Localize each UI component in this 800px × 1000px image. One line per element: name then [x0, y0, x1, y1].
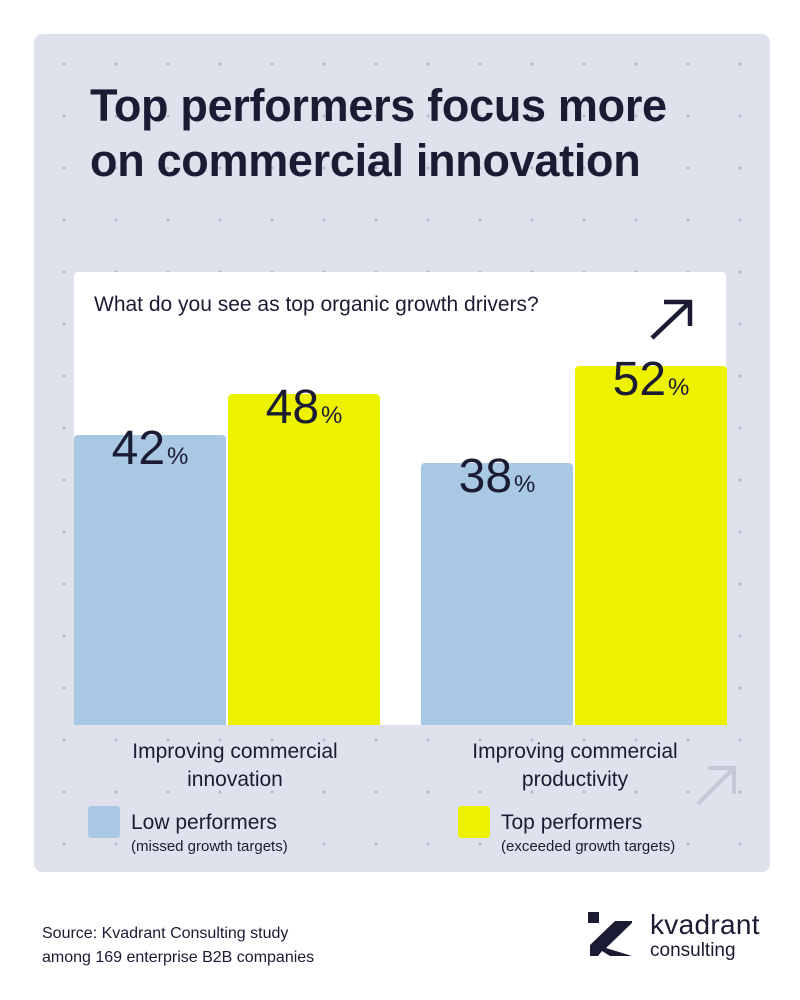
bar-value-unit: %	[167, 443, 189, 471]
source-note: Source: Kvadrant Consulting study among …	[42, 922, 314, 970]
page-title: Top performers focus more on commercial …	[90, 80, 667, 186]
bar-value-number: 42	[111, 422, 166, 476]
logo-sub: consulting	[650, 940, 736, 961]
bar-value-number: 48	[265, 380, 320, 434]
bar-value-unit: %	[514, 470, 536, 498]
chart-question: What do you see as top organic growth dr…	[94, 293, 539, 316]
legend-swatch-low	[88, 806, 120, 838]
category-label-innovation: Improving commercial innovation	[132, 740, 338, 791]
arrow-up-right-icon	[696, 766, 736, 806]
source-line-2: among 169 enterprise B2B companies	[42, 949, 315, 966]
bar-value-label: 48%	[228, 380, 380, 435]
bar-value-label: 38%	[421, 449, 573, 504]
legend-label-top: Top performers	[501, 811, 643, 834]
kvadrant-logo-icon	[588, 912, 632, 956]
legend-note-low: (missed growth targets)	[131, 838, 288, 855]
bar-value-unit: %	[321, 401, 343, 429]
bar-low-1	[74, 435, 226, 725]
source-line-1: Source: Kvadrant Consulting study	[42, 925, 289, 942]
legend-label-low: Low performers	[131, 811, 277, 834]
legend-swatch-top	[458, 806, 490, 838]
legend-note-top: (exceeded growth targets)	[501, 838, 676, 855]
arrow-up-right-icon	[650, 299, 693, 340]
category-label-productivity: Improving commercial productivity	[472, 740, 678, 791]
bar-top-1	[228, 393, 380, 725]
bar-value-unit: %	[668, 374, 690, 402]
bar-value-number: 38	[458, 449, 513, 503]
bar-low-2	[421, 462, 573, 725]
bar-value-label: 52%	[575, 352, 727, 407]
bar-value-number: 52	[612, 353, 667, 407]
logo-name: kvadrant	[650, 909, 760, 940]
bar-value-label: 42%	[74, 421, 226, 476]
bar-top-2	[575, 366, 727, 725]
